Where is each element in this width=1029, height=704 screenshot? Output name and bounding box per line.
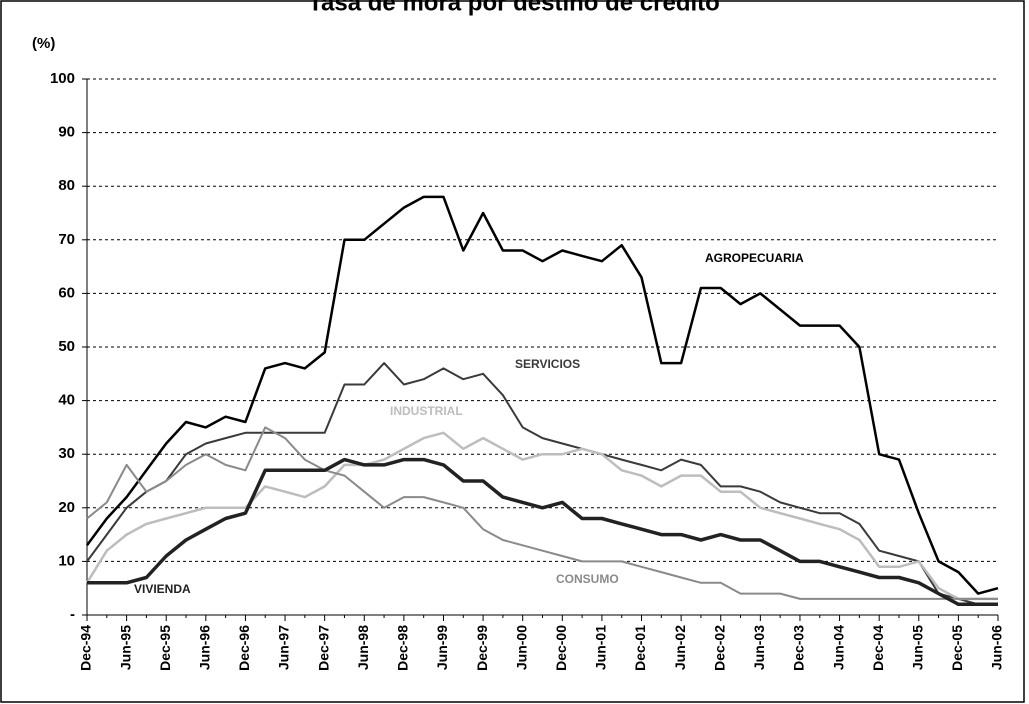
- y-tick-label: 80: [58, 177, 75, 194]
- series-line: [85, 195, 999, 595]
- y-tick-label: 10: [58, 552, 75, 569]
- y-axis-label: (%): [32, 35, 55, 52]
- x-tick-label: Jun-05: [909, 625, 925, 670]
- x-tick-label: Jun-01: [593, 625, 609, 670]
- x-tick-label: Jun-00: [513, 625, 529, 670]
- y-tick-label: 40: [58, 392, 75, 409]
- x-tick-label: Jun-97: [276, 625, 292, 670]
- x-tick-label: Jun-02: [672, 625, 688, 670]
- x-tick-label: Dec-97: [315, 625, 331, 671]
- y-tick-label: 100: [50, 70, 75, 87]
- x-tick-label: Dec-03: [791, 625, 807, 671]
- x-tick-label: Dec-00: [553, 625, 569, 671]
- y-tick-label: 20: [58, 499, 75, 516]
- series-label: CONSUMO: [556, 572, 619, 586]
- x-tick-label: Jun-98: [355, 625, 371, 670]
- chart-title: Tasa de mora por destino de crédito: [308, 0, 720, 16]
- x-tick-label: Dec-95: [157, 625, 173, 671]
- x-tick-label: Jun-99: [434, 625, 450, 670]
- series-line: [87, 457, 998, 607]
- x-tick-label: Jun-04: [830, 625, 846, 670]
- series-line: [86, 426, 998, 600]
- series-line: [85, 431, 998, 601]
- x-tick-label: Dec-96: [236, 625, 252, 671]
- series-line: [86, 362, 998, 606]
- x-tick-label: Dec-04: [870, 625, 886, 671]
- series-label: INDUSTRIAL: [390, 404, 463, 418]
- series-label: VIVIENDA: [134, 582, 191, 596]
- x-tick-label: Dec-02: [711, 625, 727, 671]
- y-tick-label: -: [70, 606, 75, 623]
- y-tick-label: 30: [58, 445, 75, 462]
- y-tick-label: 60: [58, 284, 75, 301]
- x-tick-label: Dec-99: [474, 625, 490, 671]
- x-tick-label: Jun-95: [117, 625, 133, 670]
- x-tick-label: Dec-98: [395, 625, 411, 671]
- x-tick-label: Dec-94: [78, 625, 94, 671]
- x-tick-label: Dec-05: [949, 625, 965, 671]
- x-tick-label: Jun-03: [751, 625, 767, 670]
- y-tick-label: 50: [58, 338, 75, 355]
- y-tick-label: 90: [58, 124, 75, 141]
- series-label: SERVICIOS: [515, 357, 580, 371]
- x-tick-label: Jun-06: [989, 625, 1005, 670]
- x-tick-label: Dec-01: [632, 625, 648, 671]
- y-tick-label: 70: [58, 231, 75, 248]
- series-label: AGROPECUARIA: [705, 251, 804, 265]
- x-tick-label: Jun-96: [197, 625, 213, 670]
